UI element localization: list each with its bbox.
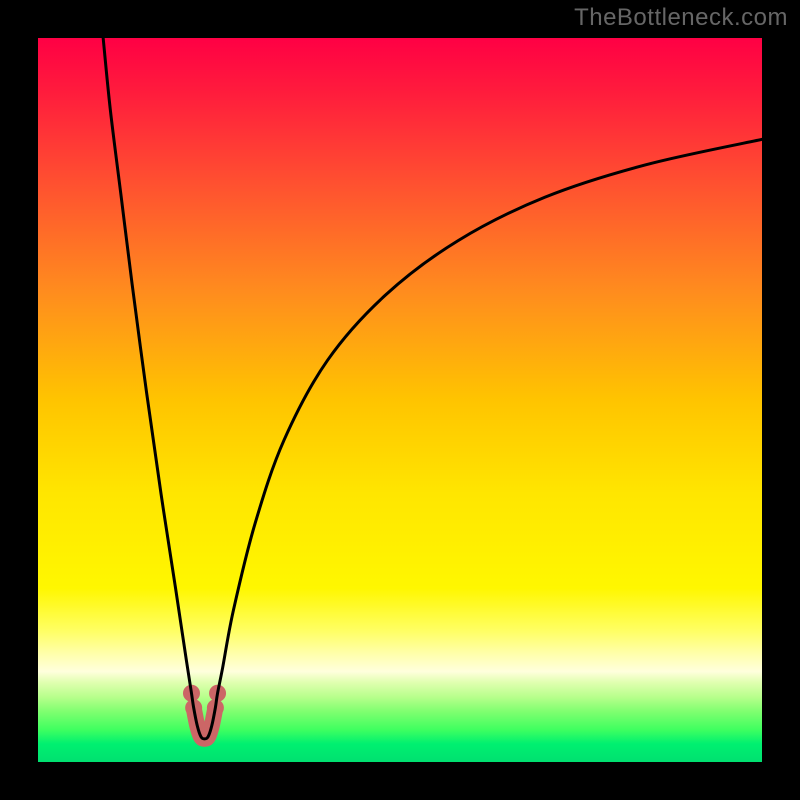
plot-svg-wrap <box>0 0 800 800</box>
watermark-label: TheBottleneck.com <box>574 4 788 32</box>
chart-stage: TheBottleneck.com <box>0 0 800 800</box>
plot-svg <box>0 0 800 800</box>
